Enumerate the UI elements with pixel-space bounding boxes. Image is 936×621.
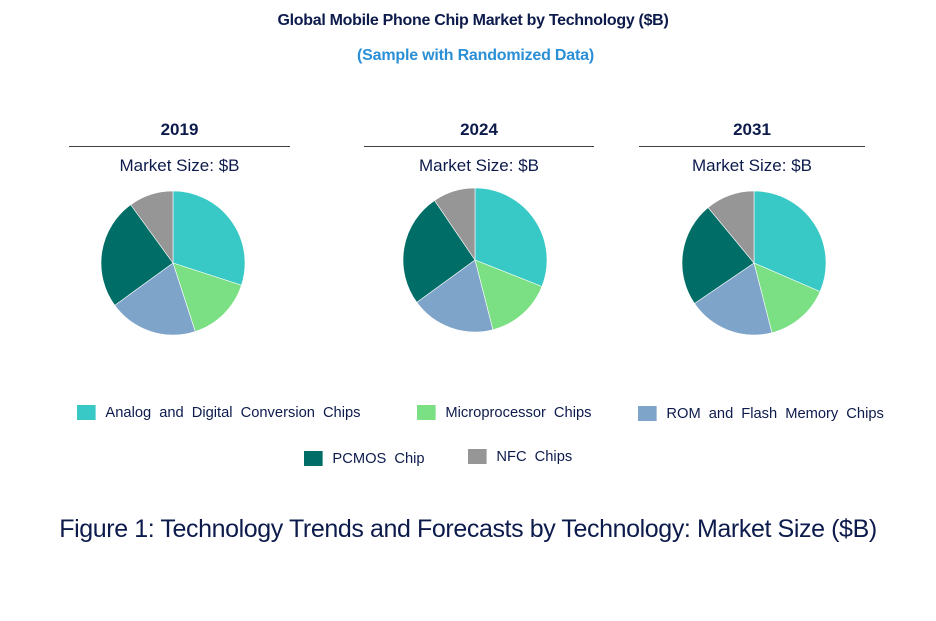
- pie-subtitle: Market Size: $B: [692, 156, 812, 175]
- legend-swatch: [638, 406, 657, 421]
- pie-slice-nfc: [434, 187, 476, 261]
- pie-panel-2024: 2024 Market Size: $B: [364, 118, 594, 333]
- figure-caption: Figure 1: Technology Trends and Forecast…: [59, 515, 877, 543]
- legend-label: Microprocessor Chips: [445, 404, 592, 421]
- pie-slice-pcmos: [100, 204, 174, 306]
- divider: [364, 146, 594, 147]
- pie-slice-pcmos: [681, 207, 755, 304]
- pie-slice-pcmos: [402, 200, 476, 303]
- chart-subtitle: (Sample with Randomized Data): [357, 47, 594, 64]
- divider: [69, 146, 290, 147]
- pie-slice-nfc: [130, 190, 174, 264]
- pie-subtitle: Market Size: $B: [119, 156, 240, 175]
- legend-item-pcmos: PCMOS Chip: [304, 450, 425, 467]
- pie-slice-microprocessor: [172, 262, 242, 332]
- legend-item-analog-digital: Analog and Digital Conversion Chips: [77, 404, 361, 421]
- pie-year-label: 2031: [733, 120, 771, 139]
- legend-label: PCMOS Chip: [332, 450, 425, 467]
- pie-year-label: 2024: [460, 120, 498, 139]
- legend-label: ROM and Flash Memory Chips: [666, 405, 884, 422]
- pie-subtitle: Market Size: $B: [419, 156, 539, 175]
- pie-chart-2031: [681, 190, 827, 336]
- pie-slice-analog-digital: [474, 187, 548, 287]
- chart-title: Global Mobile Phone Chip Market by Techn…: [277, 12, 669, 29]
- legend-item-nfc: NFC Chips: [468, 448, 572, 465]
- legend-swatch: [304, 451, 323, 466]
- divider: [639, 146, 865, 147]
- pie-year-label: 2019: [160, 120, 199, 139]
- pie-slice-nfc: [707, 190, 755, 264]
- legend-swatch: [468, 449, 487, 464]
- legend-swatch: [77, 405, 96, 420]
- pie-slice-microprocessor: [474, 259, 543, 331]
- pie-chart-2024: [402, 187, 548, 333]
- legend-swatch: [417, 405, 436, 420]
- pie-panel-2019: 2019 Market Size: $B: [69, 118, 290, 336]
- pie-chart-2019: [100, 190, 246, 336]
- pie-slice-analog-digital: [753, 190, 827, 292]
- legend-item-rom-flash: ROM and Flash Memory Chips: [638, 405, 884, 422]
- legend-label: NFC Chips: [496, 448, 573, 465]
- pie-slice-rom-flash: [114, 262, 196, 336]
- legend-item-microprocessor: Microprocessor Chips: [417, 404, 591, 421]
- pie-slice-rom-flash: [416, 259, 494, 333]
- pie-slice-analog-digital: [172, 190, 246, 286]
- legend-label: Analog and Digital Conversion Chips: [105, 404, 361, 421]
- pie-panel-2031: 2031 Market Size: $B: [639, 118, 865, 336]
- pie-slice-microprocessor: [753, 262, 821, 334]
- pie-slice-rom-flash: [694, 262, 773, 336]
